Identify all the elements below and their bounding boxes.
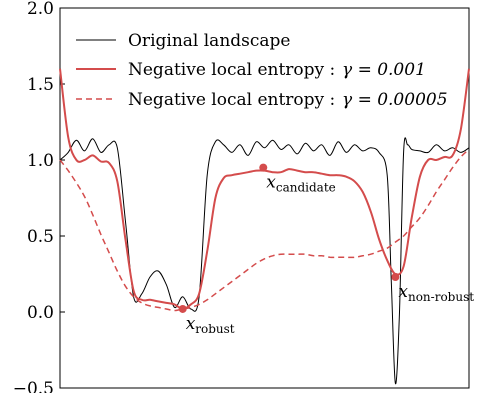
point-robust (178, 304, 187, 313)
points-layer: xrobust xcandidate xnon-robust (178, 163, 474, 336)
legend-label-gamma-001-value: γ = 0.001 (342, 60, 426, 80)
y-axis: −0.5 0.0 0.5 1.0 1.5 2.0 (13, 0, 65, 393)
point-non-robust (391, 273, 400, 282)
legend-label-gamma-00005-name: Negative local entropy : (128, 90, 335, 110)
y-tick-label: 1.5 (27, 75, 54, 95)
series-layer (59, 68, 470, 385)
legend-label-original: Original landscape (128, 31, 290, 51)
plot-frame (59, 7, 470, 389)
legend-label-gamma-00005-value: γ = 0.00005 (342, 90, 448, 110)
series-original-landscape (59, 137, 470, 385)
y-tick-label: 0.0 (27, 303, 54, 323)
y-tick-label: 2.0 (27, 0, 54, 19)
y-tick-label: 0.5 (27, 227, 54, 247)
point-label-candidate: xcandidate (266, 173, 335, 195)
point-label-robust: xrobust (186, 314, 235, 336)
point-label-non-robust: xnon-robust (398, 282, 474, 304)
y-tick-label: 1.0 (27, 151, 54, 171)
y-tick-label: −0.5 (13, 379, 54, 393)
legend: Original landscape Negative local entrop… (76, 31, 448, 110)
series-entropy-gamma-00005 (59, 148, 470, 312)
legend-label-gamma-001-name: Negative local entropy : (128, 60, 335, 80)
point-candidate (259, 163, 268, 172)
